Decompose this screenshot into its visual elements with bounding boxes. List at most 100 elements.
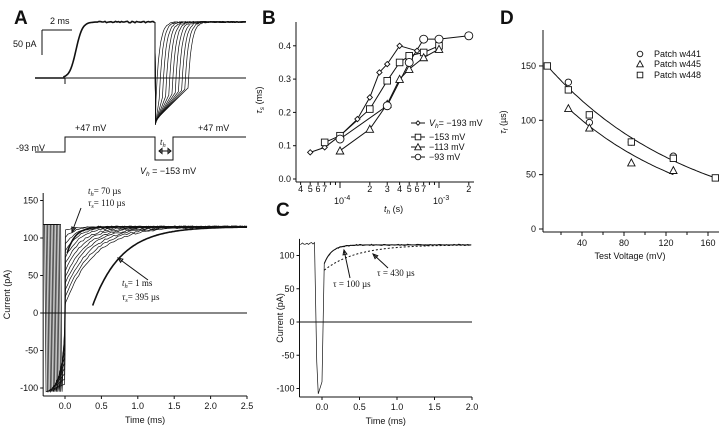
symbol: t xyxy=(384,204,387,214)
x-tick-label: 10-3 xyxy=(433,195,449,206)
data-point-triangle xyxy=(563,103,573,112)
exponential-fit-dashed xyxy=(324,244,472,271)
x-axis-label: Time (ms) xyxy=(366,416,406,426)
fit2-arrow xyxy=(117,257,149,281)
data-point-square xyxy=(395,58,404,67)
current-trace-recovery xyxy=(154,20,246,125)
data-point-triangle xyxy=(404,64,414,73)
exponential-fit xyxy=(66,226,247,254)
y-tick-label: -50 xyxy=(281,350,294,360)
data-point-triangle xyxy=(365,124,375,133)
x-minor-tick-label: 4 xyxy=(397,184,402,194)
fit2-arrow-head xyxy=(116,257,124,264)
y-tick-label: 0 xyxy=(289,317,294,327)
y-tick-label: 100 xyxy=(279,251,294,261)
scale-bar-current-label: 50 pA xyxy=(13,39,37,49)
data-point-triangle xyxy=(584,123,594,132)
x-minor-tick-label: 7 xyxy=(322,184,327,194)
y-axis-label: Current (pA) xyxy=(2,270,12,320)
x-axis-label: th (s) xyxy=(384,204,403,216)
interval-arrowhead-left xyxy=(158,147,163,155)
fit-tau-430-arrow xyxy=(372,253,389,269)
panel-label-A: A xyxy=(14,8,28,29)
x-minor-tick-label: 3 xyxy=(385,184,390,194)
data-point-diamond xyxy=(383,60,391,68)
x-tick-label: 0.0 xyxy=(316,402,329,412)
y-axis-label: Current (pA) xyxy=(275,293,285,343)
symbol: V xyxy=(429,118,436,128)
y-axis-label: τf (µs) xyxy=(498,110,510,133)
x-tick-label: 80 xyxy=(619,238,629,248)
data-point-square xyxy=(711,174,720,182)
x-minor-tick-label: 6 xyxy=(316,184,321,194)
rest: = 70 µs xyxy=(94,186,122,196)
data-point-circle xyxy=(419,34,429,44)
subscript: f xyxy=(503,127,510,130)
y-tick-label: 0.2 xyxy=(278,107,291,117)
data-point-triangle xyxy=(419,52,429,62)
fit1-arrow-head xyxy=(71,226,77,234)
subscript: h xyxy=(387,209,391,216)
y-tick-label: -100 xyxy=(20,383,38,393)
fit-curve xyxy=(568,107,674,176)
rest: = 395 µs xyxy=(128,292,160,302)
legend-marker-diamond xyxy=(415,120,421,126)
tick-base: 10 xyxy=(433,196,443,206)
rest: (µs) xyxy=(498,110,508,128)
current-trace-recovery xyxy=(154,21,246,125)
current-trace-recovery xyxy=(154,21,247,126)
x-tick-label: 2.0 xyxy=(466,402,479,412)
holding-voltage-label: -93 mV xyxy=(16,143,45,153)
legend-label: −113 mV xyxy=(429,142,465,152)
x-tick-label: 1.0 xyxy=(132,401,145,411)
fit2-tau-label: τs= 395 µs xyxy=(122,292,160,304)
rest: = xyxy=(439,118,447,128)
data-point-square xyxy=(320,138,329,147)
x-minor-tick-label: 2 xyxy=(466,184,471,194)
subscript: h xyxy=(146,171,150,178)
symbol: τ xyxy=(88,198,92,208)
fit1-tau-label: τs= 110 µs xyxy=(88,198,126,210)
interval-label: th xyxy=(160,137,166,149)
data-point-square xyxy=(669,154,678,162)
data-point-square xyxy=(585,111,594,119)
current-trace-recovery xyxy=(154,20,246,121)
data-point-circle xyxy=(564,78,572,86)
interval-arrowhead-right xyxy=(167,147,172,155)
y-tick-label: 50 xyxy=(28,271,38,281)
y-tick-label: 0 xyxy=(531,224,536,234)
fit-tau-100-arrow-head xyxy=(342,248,348,256)
legend-marker-square xyxy=(636,71,644,79)
legend-label: −93 mV xyxy=(429,152,460,162)
symbol: τ xyxy=(498,130,508,134)
y-tick-label: -50 xyxy=(25,346,38,356)
symbol: V xyxy=(140,166,147,176)
step1-voltage-label: +47 mV xyxy=(75,123,106,133)
subscript: h xyxy=(435,123,439,130)
fit-tau-430-arrow-head xyxy=(372,253,379,260)
y-tick-label: 150 xyxy=(521,61,536,71)
fit-curve xyxy=(547,65,716,179)
symbol: t xyxy=(88,186,91,196)
x-tick-label: 160 xyxy=(700,238,715,248)
x-tick-label: 1.0 xyxy=(391,402,404,412)
x-minor-tick-label: 5 xyxy=(407,184,412,194)
current-trace-recovery xyxy=(154,21,246,124)
data-point-circle xyxy=(404,58,414,67)
x-tick-label: 1.5 xyxy=(428,402,441,412)
data-point-triangle xyxy=(668,165,678,174)
panel-label-C: C xyxy=(276,200,290,221)
voltage-protocol xyxy=(35,136,246,161)
subscript: h xyxy=(163,142,166,149)
x-minor-tick-label: 4 xyxy=(298,184,303,194)
data-point-triangle xyxy=(626,158,636,167)
rest: (ms) xyxy=(254,86,264,107)
scale-bar-time-label: 2 ms xyxy=(50,16,70,26)
y-tick-label: 0.3 xyxy=(278,74,291,84)
legend-label: Patch w441 xyxy=(654,49,701,59)
legend-marker-triangle xyxy=(413,142,423,151)
panel-label-B: B xyxy=(262,8,276,29)
symbol: τ xyxy=(122,292,126,302)
x-tick-label: 1.5 xyxy=(168,401,181,411)
data-point-circle xyxy=(382,101,392,111)
